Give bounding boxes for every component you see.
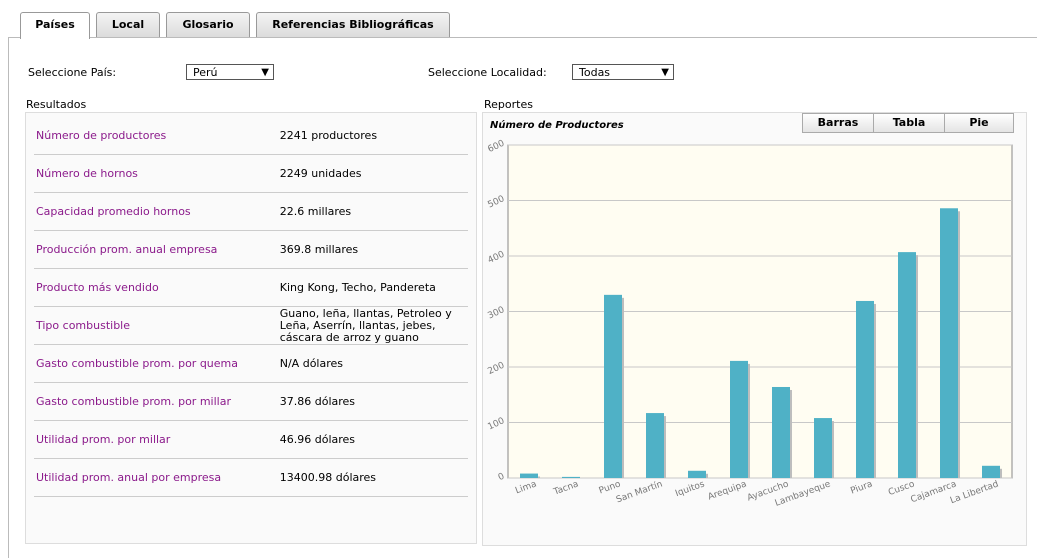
select[interactable]: Todas ▼ (572, 64, 674, 80)
button[interactable]: Barras (802, 113, 874, 133)
button[interactable]: Tabla (873, 113, 945, 133)
bar (856, 300, 874, 478)
result-value: 369.8 millares (279, 242, 359, 256)
bar (940, 208, 958, 478)
result-value: 2249 unidades (279, 166, 362, 180)
result-label: Utilidad prom. anual por empresa (36, 471, 222, 484)
result-value: 22.6 millares (279, 204, 352, 218)
result-value: 2241 productores (279, 128, 378, 142)
result-label: Producción prom. anual empresa (36, 243, 218, 256)
result-row: Gasto combustible prom. por millar 37.86 … (34, 383, 468, 421)
result-label: Capacidad promedio hornos (36, 205, 191, 218)
result-row: Producción prom. anual empresa 369.8 mill… (34, 231, 468, 269)
select-value: Todas (579, 66, 611, 79)
y-tick-label: 100 (486, 416, 506, 432)
result-row: Número de productores 2241 productores (34, 117, 468, 155)
bar (520, 473, 538, 478)
section-title: Resultados (26, 98, 87, 111)
bar (730, 360, 748, 478)
result-label: Utilidad prom. por millar (36, 433, 171, 446)
result-label: Gasto combustible prom. por millar (36, 395, 231, 408)
arrow: ▼ (261, 67, 269, 78)
y-tick-label: 200 (486, 361, 506, 377)
tab[interactable]: Países (20, 12, 90, 39)
y-tick-label: 0 (497, 472, 507, 484)
y-tick-label: 400 (486, 250, 506, 266)
result-label: Gasto combustible prom. por quema (36, 357, 238, 370)
chart: Número de Productores 0 100 200 300 400 500 60… (486, 119, 1013, 509)
x-tick-label: Lima (514, 479, 538, 496)
label: Seleccione País: (28, 66, 117, 79)
bar (772, 386, 790, 478)
result-value: 13400.98 dólares (279, 470, 377, 484)
x-tick-label: San Martín (615, 479, 664, 505)
result-value: King Kong, Techo, Pandereta (279, 280, 436, 294)
result-row: Utilidad prom. por millar 46.96 dólares (34, 421, 468, 459)
result-row: Tipo combustible Guano, leña, llantas, Pe… (34, 307, 468, 345)
x-tick-label: Iquitos (674, 479, 706, 499)
bar (604, 294, 622, 478)
tab[interactable]: Local (96, 12, 160, 37)
results-box: Número de productores 2241 productores Núm… (25, 112, 477, 544)
select[interactable]: Perú ▼ (186, 64, 274, 80)
section-title: Reportes (484, 98, 533, 111)
result-label: Producto más vendido (36, 281, 159, 294)
x-tick-label: Piura (849, 479, 874, 496)
select-value: Perú (193, 66, 218, 79)
result-label: Tipo combustible (36, 319, 130, 332)
chart-title: Número de Productores (490, 119, 624, 131)
result-label: Número de productores (36, 129, 167, 142)
result-row: Número de hornos 2249 unidades (34, 155, 468, 193)
result-value: Guano, leña, llantas, Petroleo y Leña, A… (279, 306, 452, 344)
x-tick-label: Tacna (552, 479, 581, 498)
result-value: N/A dólares (279, 356, 343, 370)
result-row: Utilidad prom. anual por empresa 13400.98… (34, 459, 468, 497)
tab[interactable]: Referencias Bibliográficas (256, 12, 450, 37)
result-row: Gasto combustible prom. por quema N/A dól… (34, 345, 468, 383)
bar (646, 413, 664, 478)
tab[interactable]: Glosario (166, 12, 250, 37)
result-value: 46.96 dólares (279, 432, 356, 446)
result-row: Producto más vendido King Kong, Techo, Pa… (34, 269, 468, 307)
label: Seleccione Localidad: (428, 66, 547, 79)
bar (814, 418, 832, 478)
bar (562, 476, 580, 478)
y-tick-label: 500 (486, 194, 506, 210)
y-tick-label: 600 (486, 139, 506, 155)
bar (898, 252, 916, 478)
button[interactable]: Pie (944, 113, 1014, 133)
bar (982, 465, 1000, 478)
bar (688, 470, 706, 478)
x-tick-label: La Libertad (949, 479, 1000, 506)
arrow: ▼ (661, 67, 669, 78)
result-value: 37.86 dólares (279, 394, 356, 408)
x-tick-label: Arequipa (707, 479, 748, 502)
result-label: Número de hornos (36, 167, 138, 180)
result-row: Capacidad promedio hornos 22.6 millares (34, 193, 468, 231)
tab-panel (8, 37, 1037, 558)
y-tick-label: 300 (486, 305, 506, 321)
